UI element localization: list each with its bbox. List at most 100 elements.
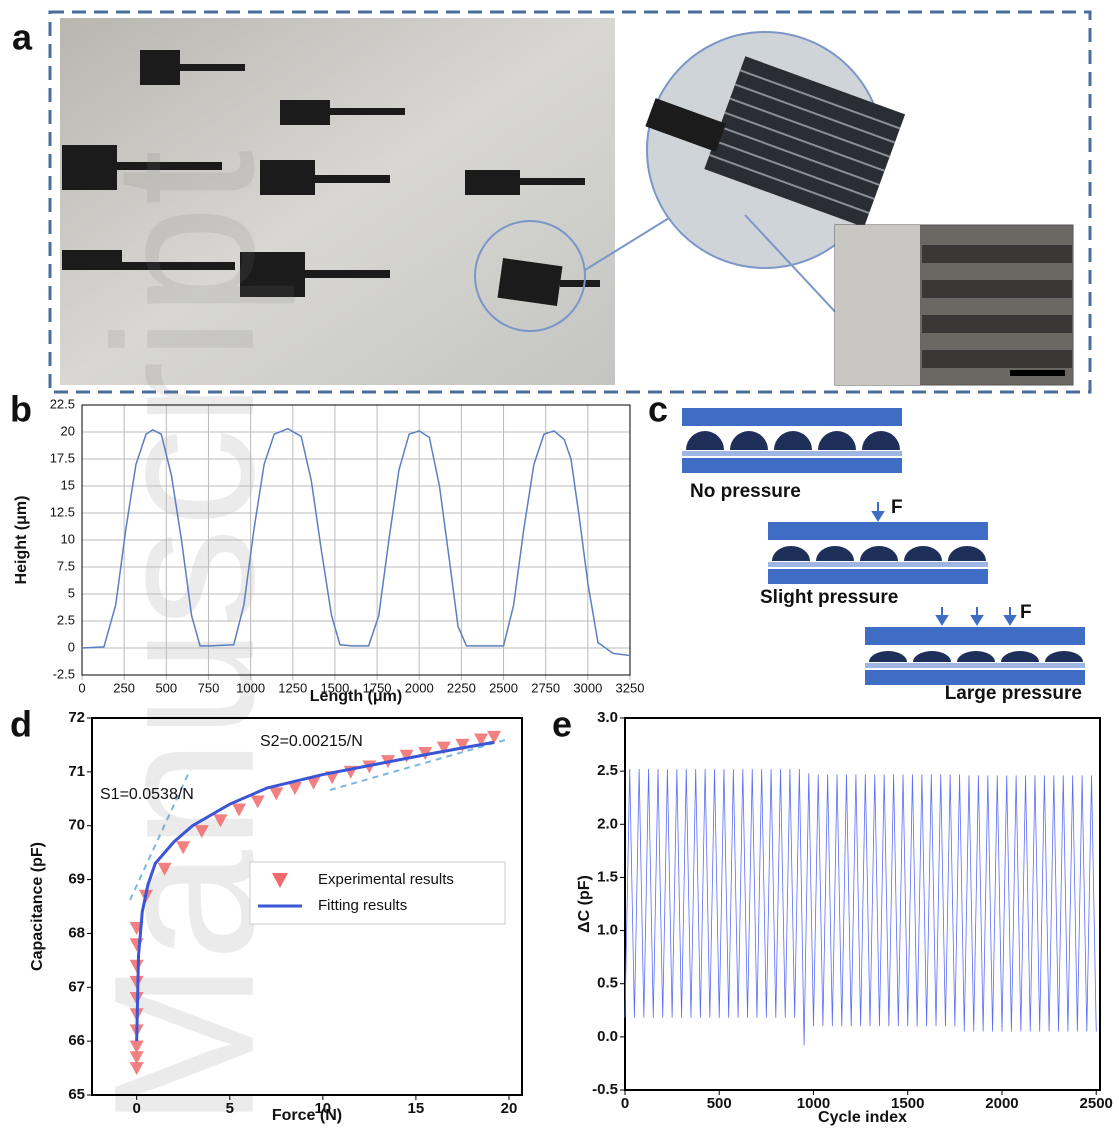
y-tick-label: 2.5 <box>597 762 618 779</box>
zoom-circle <box>474 220 586 332</box>
y-tick-label: 3.0 <box>597 709 618 726</box>
y-tick-label: 69 <box>68 871 85 888</box>
dashed-frame <box>48 10 1092 394</box>
data-point <box>455 738 470 752</box>
x-tick-label: 2500 <box>489 680 518 695</box>
x-tick-label: 0 <box>621 1095 629 1112</box>
annotation: S1=0.0538/N <box>100 786 194 803</box>
x-tick-label: 1000 <box>797 1095 830 1112</box>
x-tick-label: 20 <box>501 1100 518 1117</box>
data-point <box>436 741 451 755</box>
y-tick-label: 12.5 <box>50 504 75 519</box>
legend-label: Fitting results <box>318 897 407 914</box>
plot-frame <box>81 404 631 676</box>
x-tick-label: 2000 <box>985 1095 1018 1112</box>
y-tick-label: 5 <box>68 585 75 600</box>
x-tick-label: 3250 <box>616 680 645 695</box>
x-tick-label: 10 <box>314 1100 331 1117</box>
annotation: S2=0.00215/N <box>260 733 363 750</box>
y-tick-label: 0.0 <box>597 1028 618 1045</box>
y-tick-label: 0.5 <box>597 975 618 992</box>
y-tick-label: 68 <box>68 924 85 941</box>
data-point <box>129 959 144 973</box>
x-tick-label: 15 <box>408 1100 425 1117</box>
y-axis-label: ΔC (pF) <box>576 875 593 933</box>
diagram-c <box>682 408 1085 685</box>
state-label: Large pressure <box>945 683 1082 704</box>
y-tick-label: 17.5 <box>50 450 75 465</box>
y-tick-label: 1.5 <box>597 868 618 885</box>
y-tick-label: 65 <box>68 1086 85 1103</box>
data-point <box>194 825 209 839</box>
data-line <box>624 769 1097 1046</box>
x-tick-label: 2250 <box>447 680 476 695</box>
data-point <box>474 733 489 747</box>
state-label: Slight pressure <box>760 587 898 608</box>
x-axis-label: Cycle index <box>818 1109 907 1126</box>
y-tick-label: -0.5 <box>592 1081 618 1098</box>
data-point <box>176 841 191 855</box>
inset-side <box>835 225 920 385</box>
data-point <box>306 776 321 790</box>
x-tick-label: 1500 <box>320 680 349 695</box>
x-tick-label: 3000 <box>573 680 602 695</box>
x-tick-label: 5 <box>226 1100 234 1117</box>
x-tick-label: 500 <box>155 680 177 695</box>
legend-marker <box>272 873 288 888</box>
x-tick-label: 750 <box>198 680 220 695</box>
sensor-closeup <box>645 56 906 228</box>
y-tick-label: -2.5 <box>53 666 75 681</box>
y-tick-label: 0 <box>68 639 75 654</box>
state-label: No pressure <box>690 481 801 502</box>
y-tick-label: 20 <box>61 423 75 438</box>
x-tick-label: 250 <box>113 680 135 695</box>
data-line <box>81 427 631 657</box>
panel-label: e <box>552 704 572 745</box>
x-tick-label: 0 <box>133 1100 141 1117</box>
y-tick-label: 7.5 <box>57 558 75 573</box>
x-tick-label: 1000 <box>236 680 265 695</box>
tangent-line <box>329 739 506 791</box>
sensors <box>62 50 600 306</box>
plot-frame <box>91 717 523 1096</box>
y-tick-label: 67 <box>68 978 85 995</box>
y-tick-label: 22.5 <box>50 396 75 411</box>
inset-ridges <box>922 245 1072 368</box>
panel-label: d <box>10 704 32 745</box>
y-tick-label: 66 <box>68 1032 85 1049</box>
y-tick-label: 70 <box>68 817 85 834</box>
y-axis-label: Height (μm) <box>13 496 30 585</box>
legend-box <box>249 861 506 925</box>
x-tick-label: 1500 <box>891 1095 924 1112</box>
data-point <box>487 730 502 744</box>
data-point <box>157 862 172 876</box>
x-axis-label: Length (μm) <box>310 688 402 705</box>
x-axis-label: Force (N) <box>272 1107 342 1124</box>
x-tick-label: 1250 <box>278 680 307 695</box>
watermark: Manuscript <box>73 150 296 1128</box>
panel-label: c <box>648 389 668 430</box>
x-tick-label: 2750 <box>531 680 560 695</box>
y-tick-label: 15 <box>61 477 75 492</box>
legend-label: Experimental results <box>318 871 454 888</box>
data-point <box>399 749 414 763</box>
x-tick-label: 0 <box>78 680 85 695</box>
data-point <box>269 787 284 801</box>
data-point <box>213 814 228 828</box>
y-tick-label: 72 <box>68 709 85 726</box>
x-tick-label: 2000 <box>405 680 434 695</box>
data-point <box>129 1051 144 1065</box>
data-point <box>232 803 247 817</box>
y-tick-label: 2.5 <box>57 612 75 627</box>
x-tick-label: 2500 <box>1080 1095 1113 1112</box>
y-tick-label: 1.0 <box>597 922 618 939</box>
y-tick-label: 10 <box>61 531 75 546</box>
data-point <box>129 1062 144 1076</box>
scale-bar <box>1010 370 1065 376</box>
data-point <box>287 782 302 796</box>
force-label: F <box>891 497 903 518</box>
plot-frame <box>624 717 1101 1091</box>
tangent-line <box>129 769 191 901</box>
data-line <box>135 740 495 1042</box>
